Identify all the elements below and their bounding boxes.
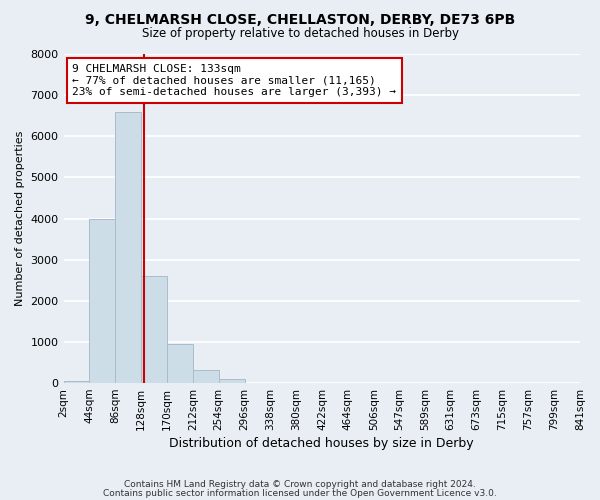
Bar [115,112,141,383]
Y-axis label: Number of detached properties: Number of detached properties [15,131,25,306]
Text: 9 CHELMARSH CLOSE: 133sqm
← 77% of detached houses are smaller (11,165)
23% of s: 9 CHELMARSH CLOSE: 133sqm ← 77% of detac… [73,64,397,97]
Text: Size of property relative to detached houses in Derby: Size of property relative to detached ho… [142,28,458,40]
Bar [141,276,167,383]
Text: 9, CHELMARSH CLOSE, CHELLASTON, DERBY, DE73 6PB: 9, CHELMARSH CLOSE, CHELLASTON, DERBY, D… [85,12,515,26]
Text: Contains public sector information licensed under the Open Government Licence v3: Contains public sector information licen… [103,488,497,498]
Bar [167,344,193,383]
Bar [64,380,89,383]
Bar [218,378,245,383]
Text: Contains HM Land Registry data © Crown copyright and database right 2024.: Contains HM Land Registry data © Crown c… [124,480,476,489]
X-axis label: Distribution of detached houses by size in Derby: Distribution of detached houses by size … [169,437,474,450]
Bar [89,220,115,383]
Bar [193,370,218,383]
